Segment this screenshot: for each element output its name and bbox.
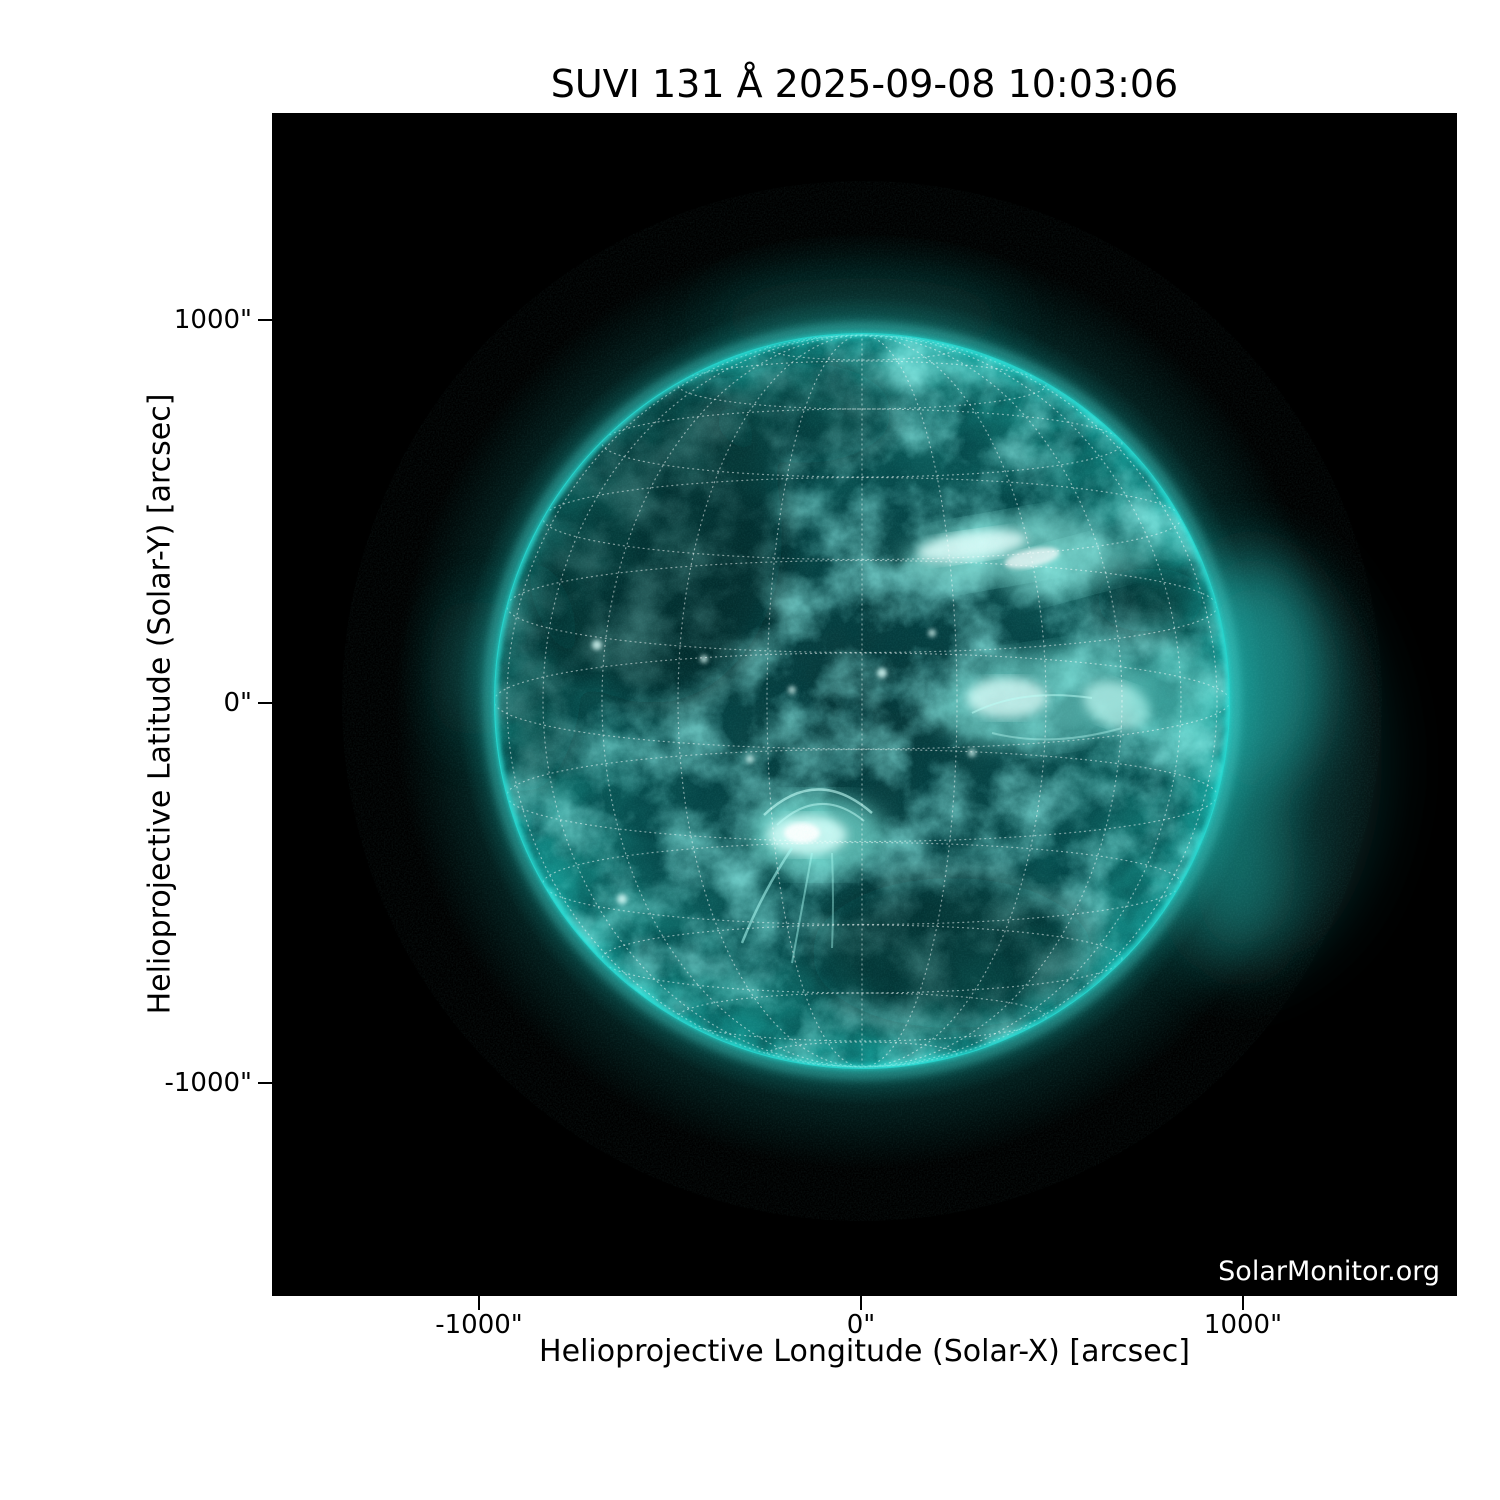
x-tick-label-1000: 1000"	[1203, 1310, 1283, 1340]
watermark: SolarMonitor.org	[1218, 1256, 1440, 1287]
y-tick-mark	[258, 702, 272, 704]
y-tick-label-neg1000: -1000"	[164, 1068, 252, 1098]
x-tick-mark	[478, 1296, 480, 1310]
y-tick-label-0: 0"	[223, 688, 252, 718]
figure-title: SUVI 131 Å 2025-09-08 10:03:06	[550, 62, 1179, 106]
x-tick-mark	[1242, 1296, 1244, 1310]
y-tick-label-1000: 1000"	[173, 305, 252, 335]
x-tick-label-neg1000: -1000"	[435, 1310, 523, 1340]
y-tick-mark	[258, 1082, 272, 1084]
x-axis-label: Helioprojective Longitude (Solar-X) [arc…	[539, 1334, 1190, 1369]
plot-area: SolarMonitor.org	[272, 113, 1457, 1296]
x-tick-mark	[860, 1296, 862, 1310]
suvi-sun-image	[272, 113, 1457, 1296]
image-noise-grain	[342, 181, 1382, 1221]
x-tick-label-0: 0"	[846, 1310, 876, 1340]
y-tick-mark	[258, 319, 272, 321]
